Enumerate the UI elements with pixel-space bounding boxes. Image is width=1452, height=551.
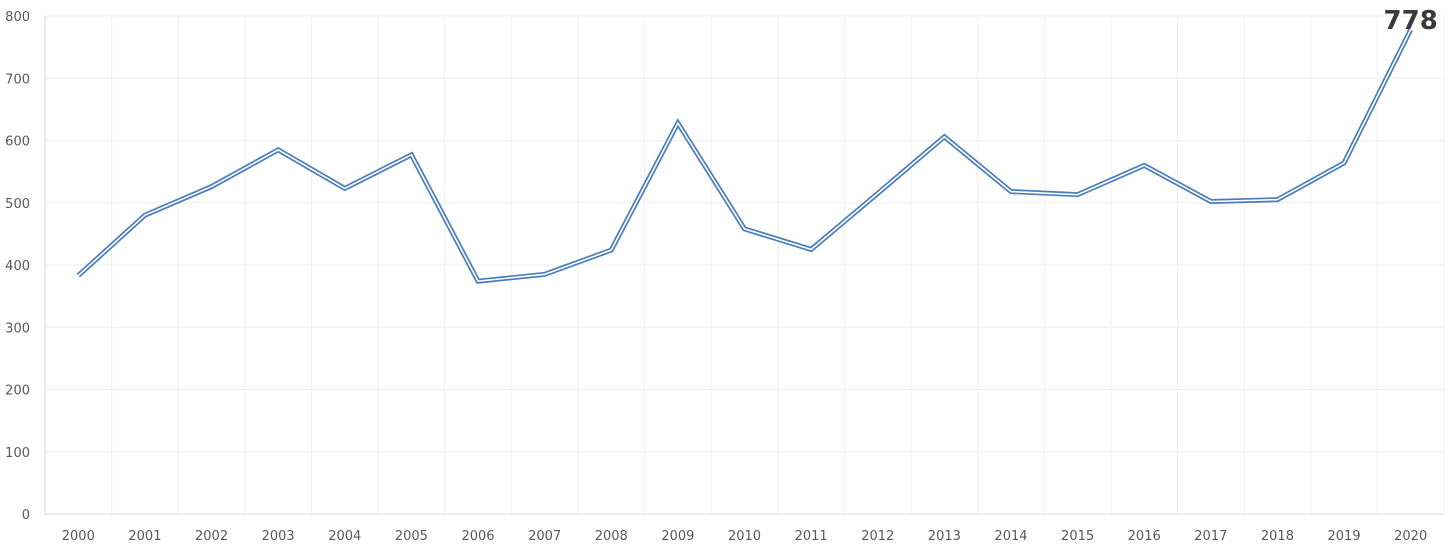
x-tick-label: 2008 [595,529,628,544]
x-tick-label: 2017 [1194,529,1227,544]
x-tick-label: 2013 [928,529,961,544]
annotations: 778 [1384,6,1438,36]
y-tick-label: 600 [5,135,30,150]
y-tick-label: 400 [5,259,30,274]
series-line-inner [77,29,1412,283]
x-axis-ticks: 2000 2001 2002 2003 2004 2005 2006 2007 2008 2009… [62,529,1427,544]
y-tick-label: 500 [5,197,30,212]
y-tick-label: 100 [5,446,30,461]
x-tick-label: 2011 [795,529,828,544]
y-tick-label: 800 [5,10,30,25]
x-tick-label: 2007 [528,529,561,544]
data-label: 778 [1384,6,1438,36]
y-axis-ticks: 0 100 200 300 400 500 600 700 800 [5,10,30,523]
x-tick-label: 2006 [461,529,494,544]
series [76,28,1413,284]
y-tick-label: 300 [5,321,30,336]
x-tick-label: 2004 [328,529,361,544]
x-tick-label: 2009 [661,529,694,544]
x-tick-label: 2015 [1061,529,1094,544]
x-tick-label: 2000 [62,529,95,544]
gridlines [45,15,1445,514]
x-tick-label: 2020 [1394,529,1427,544]
y-tick-label: 0 [22,508,30,523]
x-tick-label: 2005 [395,529,428,544]
x-tick-label: 2016 [1128,529,1161,544]
x-tick-label: 2002 [195,529,228,544]
y-tick-label: 700 [5,72,30,87]
x-tick-label: 2003 [262,529,295,544]
x-tick-label: 2010 [728,529,761,544]
axes [44,16,1444,515]
y-tick-label: 200 [5,384,30,399]
x-tick-label: 2018 [1261,529,1294,544]
x-tick-label: 2001 [128,529,161,544]
x-tick-label: 2014 [994,529,1027,544]
x-tick-label: 2019 [1328,529,1361,544]
x-tick-label: 2012 [861,529,894,544]
series-line [76,28,1413,284]
